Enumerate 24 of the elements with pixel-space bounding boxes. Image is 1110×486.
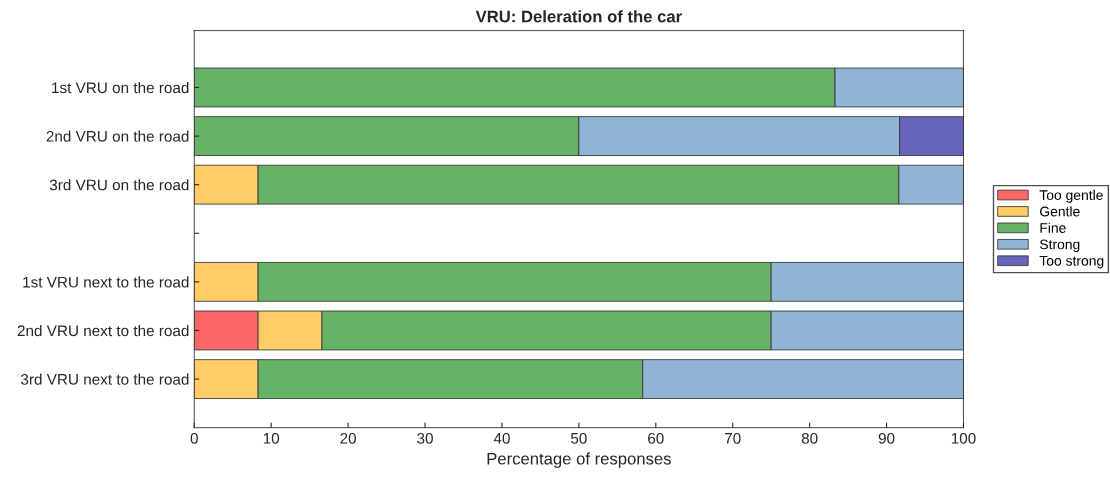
x-tick-label: 70 (725, 432, 741, 444)
legend-label: Too strong (1039, 256, 1104, 269)
y-tick-label: 3rd VRU on the road (49, 179, 189, 191)
legend-label: Fine (1040, 222, 1066, 233)
chart-title: VRU: Deleration of the car (475, 10, 682, 23)
x-tick-label: 50 (570, 432, 587, 444)
x-tick-label: 80 (801, 432, 818, 444)
x-tick-label: 30 (417, 432, 433, 444)
y-tick-label: 1st VRU next to the road (23, 276, 189, 288)
x-tick-label: 0 (190, 432, 198, 444)
x-tick-label: 100 (951, 432, 976, 444)
y-tick-label: 2nd VRU next to the road (17, 324, 189, 337)
legend-label: Strong (1039, 239, 1080, 253)
x-tick-label: 40 (493, 432, 510, 444)
x-axis-title: Percentage of responses (487, 452, 671, 468)
x-tick-label: 90 (878, 432, 895, 444)
x-tick-label: 60 (648, 432, 664, 444)
legend-label: Gentle (1040, 206, 1080, 217)
x-tick-label: 10 (263, 432, 280, 444)
x-tick-label: 20 (340, 432, 356, 444)
y-tick-label: 3rd VRU next to the road (20, 373, 189, 385)
legend-label: Too gentle (1039, 189, 1103, 203)
y-tick-label: 2nd VRU on the road (46, 130, 189, 142)
y-tick-label: 1st VRU on the road (52, 81, 189, 94)
